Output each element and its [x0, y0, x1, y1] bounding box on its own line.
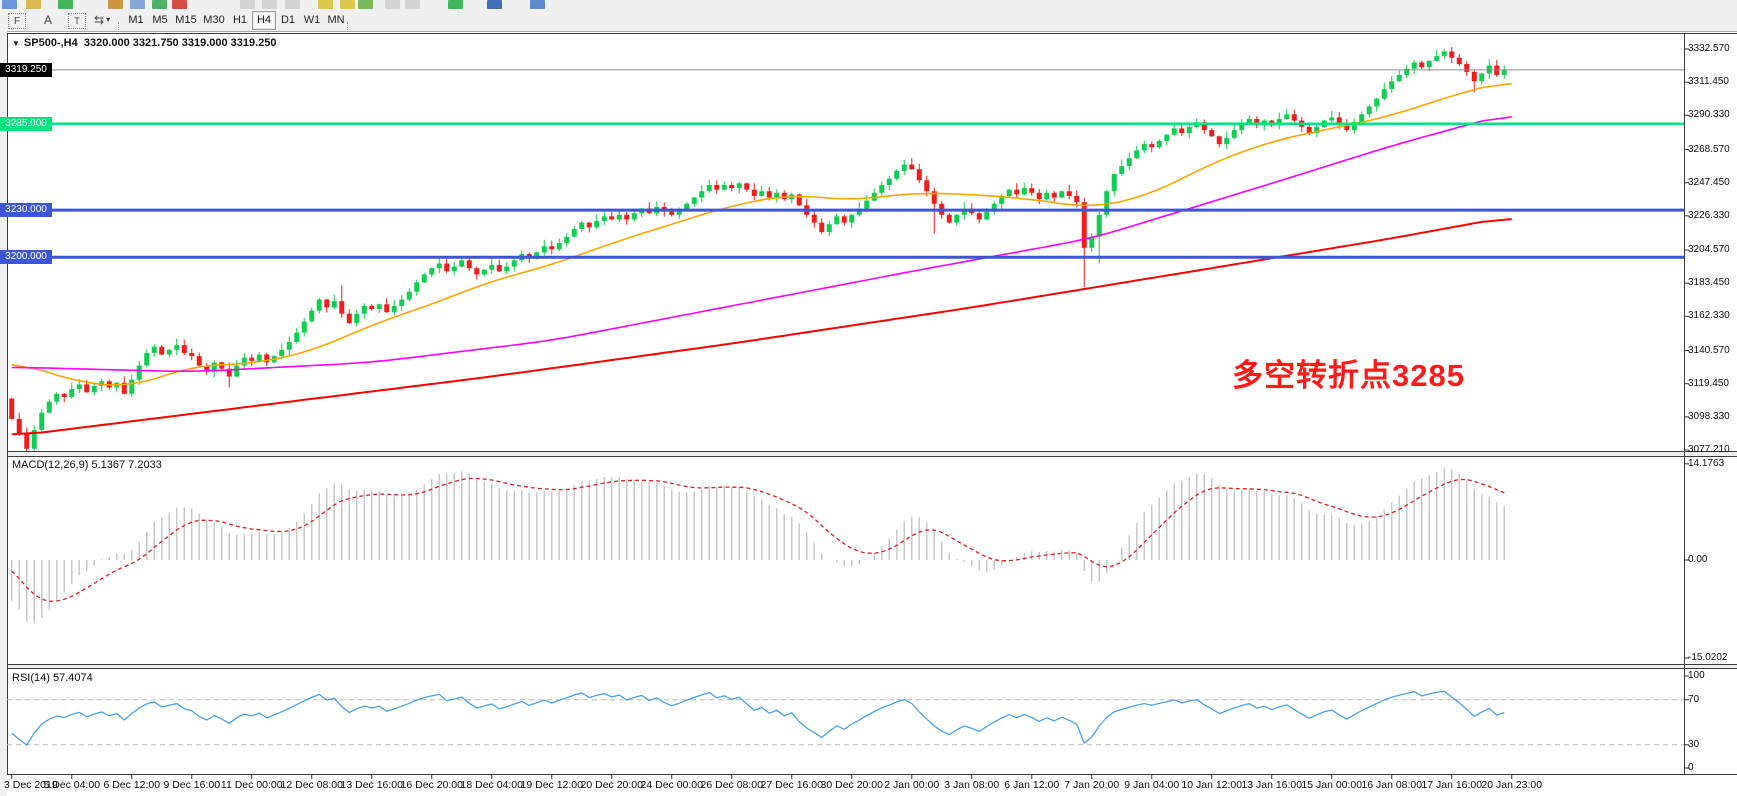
panel-border	[7, 664, 1737, 665]
macd-panel[interactable]	[7, 456, 1737, 664]
cycle-symbols-icon[interactable]: ⇆ ▾	[94, 12, 111, 27]
stop-icon[interactable]	[172, 0, 187, 9]
toolbar-main: F A T ⇆ ▾ M1 M5 M15 M30 H1 H4 D1 W1 MN	[0, 10, 1737, 38]
window-left-edge	[0, 31, 7, 796]
timeframe-button-d1[interactable]: D1	[280, 14, 296, 26]
zoom-out-button[interactable]	[405, 0, 420, 9]
grid-font-icon[interactable]: F	[8, 13, 26, 29]
toolbar-separator	[118, 22, 120, 38]
line-chart-button[interactable]	[285, 0, 300, 9]
panel-border	[7, 451, 1737, 452]
timeframe-button-m1[interactable]: M1	[128, 14, 144, 26]
add-indicator-icon[interactable]	[448, 0, 463, 9]
price-axis-border	[1684, 33, 1685, 774]
market-watch-icon[interactable]	[108, 0, 123, 9]
time-axis[interactable]	[7, 775, 1737, 796]
toolbar-separator	[347, 22, 349, 38]
bar-chart-button[interactable]	[240, 0, 255, 9]
zoom-in-button[interactable]	[385, 0, 400, 9]
print-icon[interactable]	[130, 0, 145, 9]
rsi-panel[interactable]	[7, 668, 1737, 774]
panel-splitter[interactable]	[7, 665, 1737, 668]
window-cascade-icon[interactable]	[530, 0, 545, 9]
timeframe-button-h4[interactable]: H4	[252, 11, 276, 30]
toolbar-top	[0, 0, 1737, 10]
timeframe-button-mn[interactable]: MN	[327, 14, 345, 26]
panel-border	[7, 668, 1737, 669]
zoom-icon[interactable]	[26, 0, 41, 9]
panel-splitter[interactable]	[7, 452, 1737, 456]
text-box-icon[interactable]: T	[68, 13, 86, 29]
panel-border	[7, 774, 1737, 775]
panel-border	[7, 456, 1737, 457]
price-chart-panel[interactable]	[7, 33, 1737, 451]
autotrading-icon[interactable]	[152, 0, 167, 9]
timeframe-button-m30[interactable]: M30	[203, 14, 225, 26]
panel-border	[7, 33, 8, 774]
timeframe-button-m15[interactable]: M15	[175, 14, 197, 26]
timeframe-button-h1[interactable]: H1	[232, 14, 248, 26]
timeframe-button-w1[interactable]: W1	[303, 14, 321, 26]
draw-pencil-icon[interactable]	[318, 0, 333, 9]
new-order-icon[interactable]	[58, 0, 73, 9]
draw-pencil2-icon[interactable]	[340, 0, 355, 9]
palette-icon[interactable]	[358, 0, 373, 9]
panel-border	[7, 33, 1737, 34]
help-icon[interactable]	[487, 0, 502, 9]
timeframe-button-m5[interactable]: M5	[152, 14, 168, 26]
label-a-icon[interactable]: A	[44, 12, 53, 27]
candle-chart-button[interactable]	[262, 0, 277, 9]
new-chart-icon[interactable]	[2, 0, 17, 9]
